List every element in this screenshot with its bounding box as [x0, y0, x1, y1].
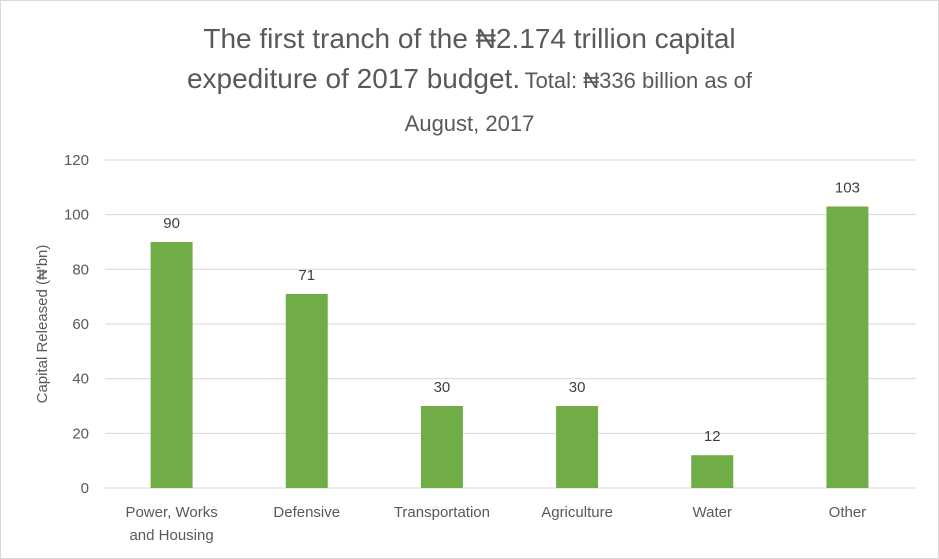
data-label: 30 — [569, 379, 586, 396]
data-label: 90 — [163, 215, 180, 232]
y-axis-label: Capital Released (₦'bn) — [34, 245, 51, 404]
y-tick-label: 100 — [64, 207, 89, 224]
x-tick-label: Agriculture — [541, 504, 613, 521]
y-tick-label: 120 — [64, 152, 89, 169]
title-line-2-main: expediture of 2017 budget. — [186, 63, 521, 94]
title-line-3: August, 2017 — [404, 111, 535, 136]
bar — [285, 293, 328, 488]
bar — [691, 455, 734, 488]
x-tick-label: Other — [829, 504, 867, 521]
x-tick-label: Water — [693, 504, 732, 521]
bar — [556, 406, 599, 488]
bar — [420, 406, 463, 488]
y-tick-label: 80 — [72, 261, 89, 278]
data-label: 71 — [298, 267, 315, 284]
y-tick-label: 20 — [72, 425, 89, 442]
x-tick-label: Defensive — [273, 504, 340, 521]
x-tick-label: and Housing — [129, 527, 213, 544]
data-label: 103 — [835, 179, 860, 196]
data-label: 30 — [434, 379, 451, 396]
x-tick-label: Transportation — [394, 504, 490, 521]
title-line-2-sub: Total: ₦336 billion as of — [524, 68, 753, 93]
x-tick-label: Power, Works — [125, 504, 217, 521]
y-tick-label: 0 — [81, 480, 89, 497]
bar — [826, 206, 869, 488]
y-tick-label: 40 — [72, 371, 89, 388]
data-label: 12 — [704, 428, 721, 445]
bar — [150, 242, 193, 488]
chart-title: The first tranch of the ₦2.174 trillion … — [1, 19, 938, 144]
title-line-1: The first tranch of the ₦2.174 trillion … — [203, 23, 736, 54]
y-tick-label: 60 — [72, 316, 89, 333]
